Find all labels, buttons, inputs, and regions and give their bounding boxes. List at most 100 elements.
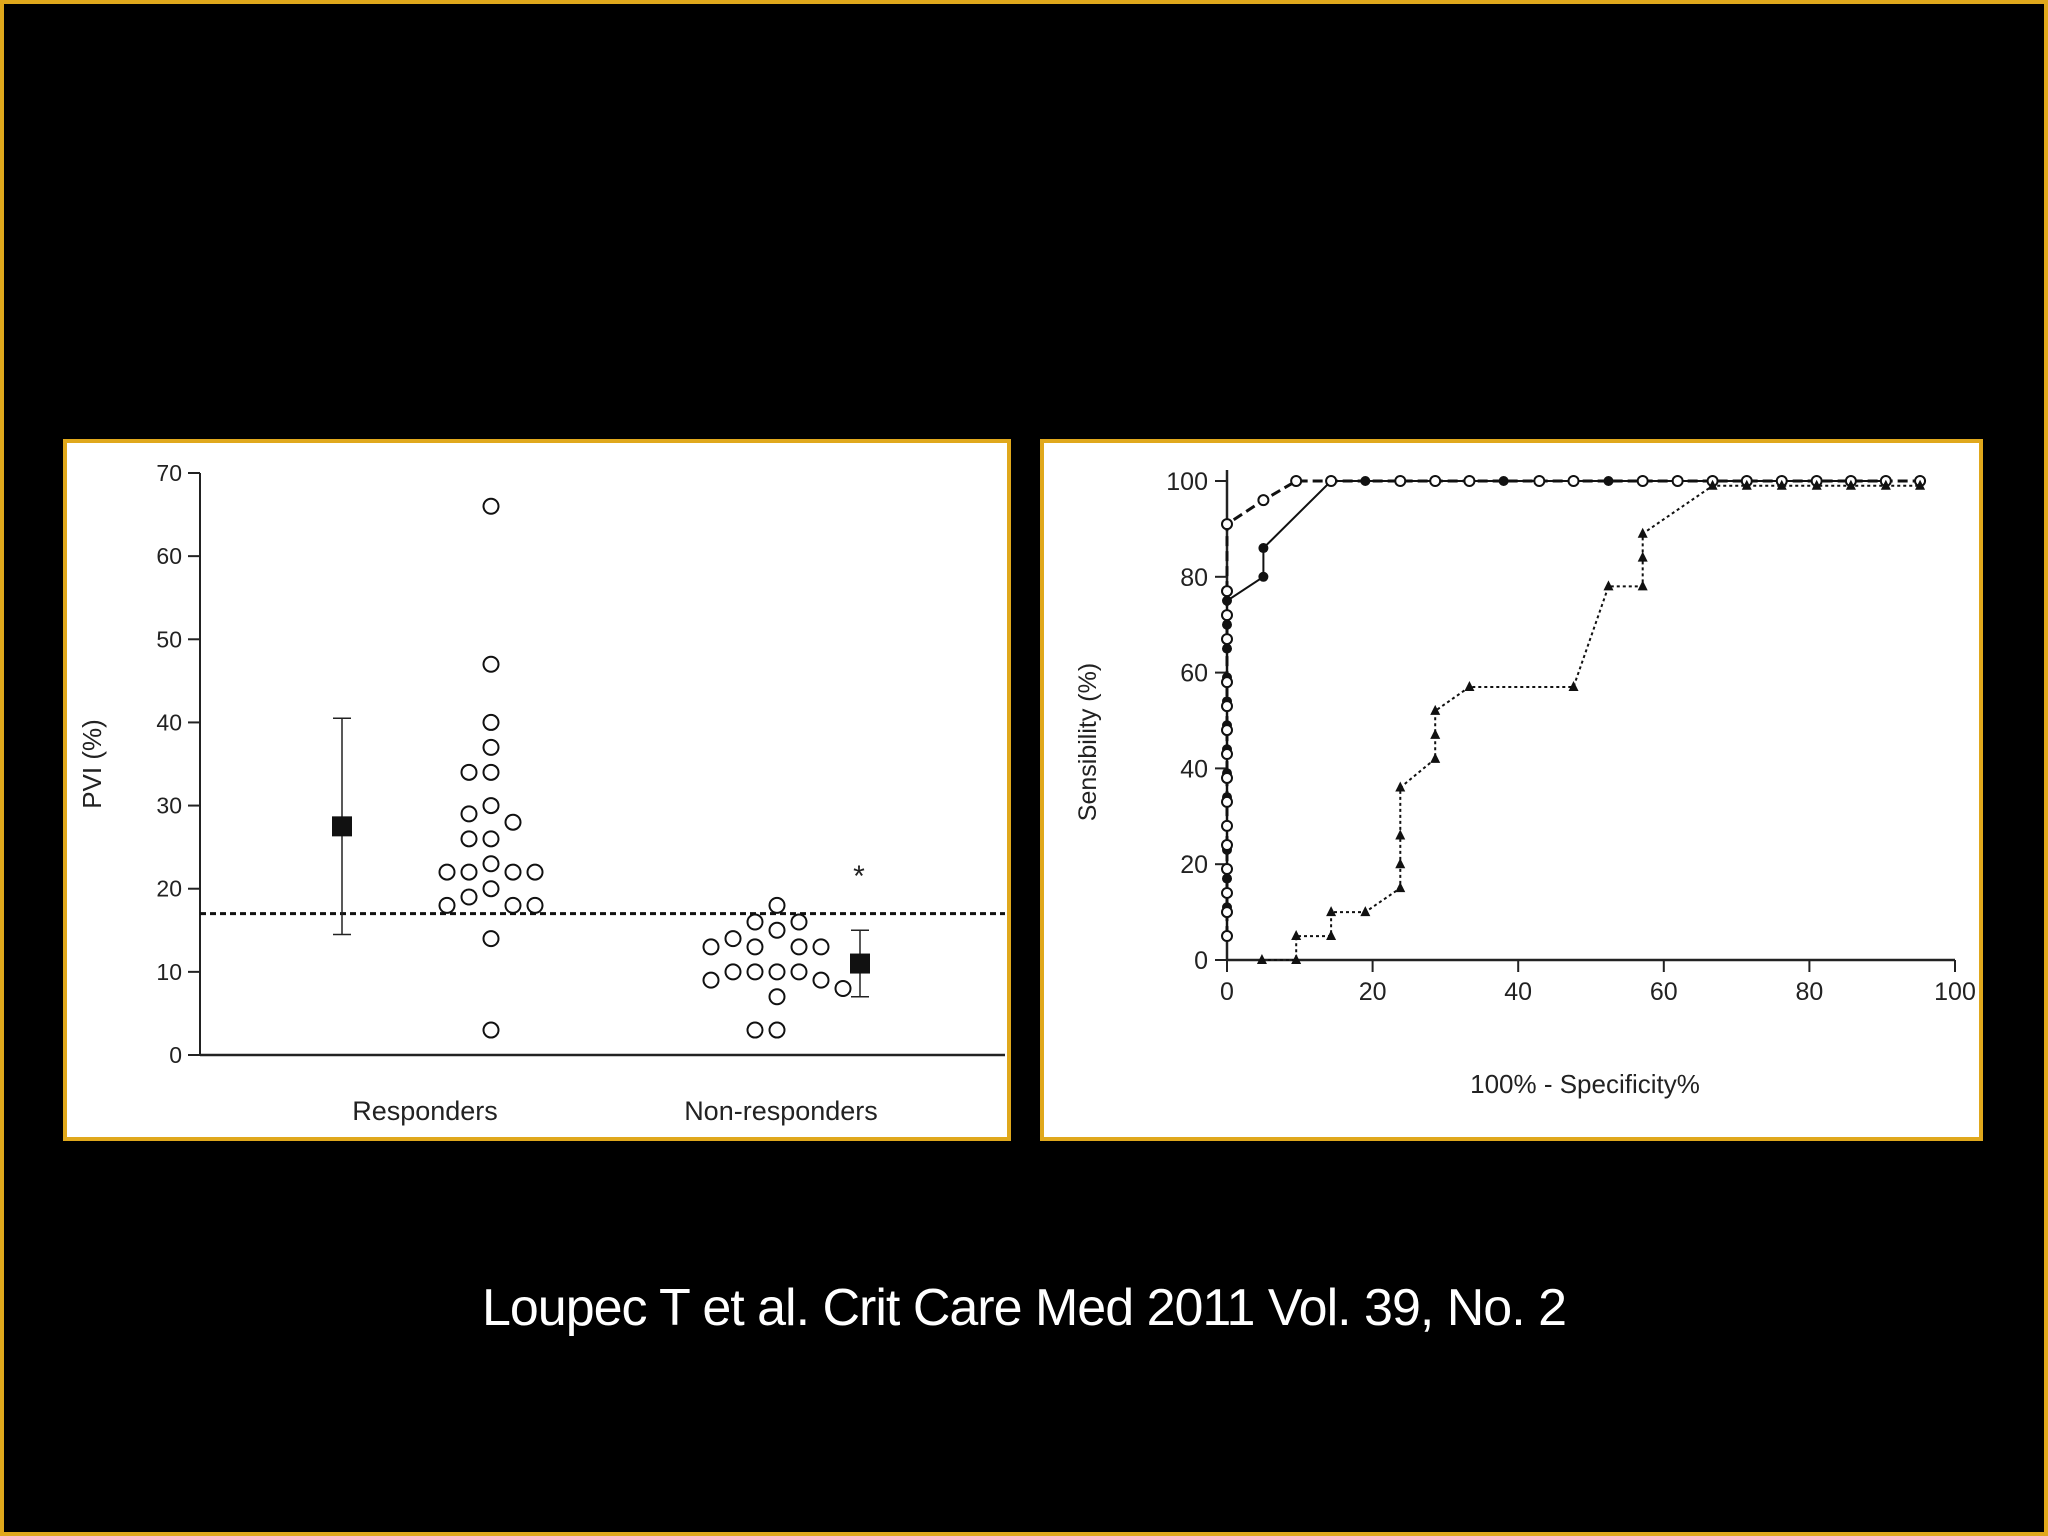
- roc-point: [1498, 476, 1509, 486]
- data-point: [768, 921, 786, 939]
- roc-series: [1221, 475, 1927, 964]
- roc-point: [1671, 475, 1684, 487]
- pvi-y-axis-label: PVI (%): [77, 719, 107, 809]
- y-tick-label: 30: [156, 793, 182, 819]
- data-point: [438, 863, 456, 881]
- roc-point: [1222, 619, 1232, 630]
- roc-point: [1567, 475, 1580, 487]
- data-point: [526, 863, 544, 881]
- roc-point: [1221, 518, 1233, 531]
- x-tick-label: 20: [1359, 978, 1387, 1006]
- data-point: [724, 963, 742, 981]
- roc-point: [1221, 819, 1233, 832]
- roc-series-2: [1221, 475, 1927, 943]
- data-point: [702, 938, 720, 956]
- data-point: [482, 855, 500, 873]
- data-point: [482, 930, 500, 948]
- pvi-summary: [332, 717, 870, 998]
- roc-point: [1394, 475, 1407, 487]
- pvi-dot-plot-panel: 0 10 20 30 40 50 60 70 PVI (%) * Responders Non-…: [63, 439, 1011, 1141]
- roc-point: [1221, 906, 1233, 919]
- roc-point: [1256, 954, 1267, 964]
- roc-point: [1395, 781, 1406, 792]
- data-point: [504, 863, 522, 881]
- data-point: [482, 738, 500, 756]
- roc-point: [1258, 571, 1269, 582]
- roc-point: [1395, 882, 1406, 893]
- roc-series-3: [1256, 479, 1926, 964]
- roc-point: [1880, 479, 1891, 490]
- y-tick-label: 10: [156, 959, 182, 985]
- roc-point: [1221, 795, 1233, 808]
- data-point: [460, 863, 478, 881]
- data-point: [460, 888, 478, 906]
- y-tick-label: 0: [169, 1042, 182, 1068]
- x-tick-label: 60: [1650, 978, 1678, 1006]
- pvi-dot-plot: 0 10 20 30 40 50 60 70 PVI (%) * Responders Non-…: [77, 460, 1005, 1126]
- roc-point: [1221, 886, 1233, 899]
- roc-point: [1637, 580, 1648, 591]
- citation: Loupec T et al. Crit Care Med 2011 Vol. …: [481, 1279, 1567, 1337]
- data-point: [746, 963, 764, 981]
- mean-marker: [850, 953, 870, 974]
- roc-point: [1429, 475, 1442, 487]
- data-point: [812, 971, 830, 989]
- roc-point: [1360, 906, 1371, 917]
- data-point: [768, 1021, 786, 1039]
- data-point: [790, 938, 808, 956]
- roc-point: [1221, 700, 1233, 713]
- data-point: [790, 913, 808, 931]
- data-point: [768, 963, 786, 981]
- roc-point: [1430, 752, 1441, 763]
- roc-point: [1845, 479, 1856, 490]
- roc-point: [1221, 930, 1233, 943]
- y-tick-label: 40: [156, 709, 182, 735]
- y-tick-label: 60: [156, 543, 182, 569]
- roc-x-axis-label: 100% - Specificity%: [1470, 1069, 1700, 1099]
- roc-point: [1741, 479, 1752, 490]
- data-point: [724, 930, 742, 948]
- roc-point: [1258, 543, 1269, 554]
- x-category-label: Responders: [352, 1096, 498, 1126]
- roc-point: [1707, 479, 1718, 490]
- roc-point: [1221, 748, 1233, 761]
- roc-point: [1395, 858, 1406, 869]
- data-point: [504, 813, 522, 831]
- data-point: [746, 1021, 764, 1039]
- data-point: [482, 713, 500, 731]
- x-tick-label: 100: [1934, 978, 1976, 1006]
- roc-point: [1811, 479, 1822, 490]
- x-category-label: Non-responders: [684, 1096, 878, 1126]
- y-tick-label: 0: [1194, 947, 1208, 975]
- roc-point: [1326, 930, 1337, 941]
- significance-marker: *: [853, 860, 865, 893]
- data-point: [790, 963, 808, 981]
- data-point: [482, 497, 500, 515]
- roc-line: [1226, 480, 1886, 937]
- roc-point: [1291, 930, 1302, 941]
- data-point: [768, 896, 786, 914]
- roc-line: [1261, 484, 1921, 961]
- x-tick-label: 0: [1220, 978, 1234, 1006]
- roc-point: [1776, 479, 1787, 490]
- data-point: [504, 896, 522, 914]
- roc-curve-panel: 0 20 40 60 80 100 0 20 40 60 80 100 Sensibility (%…: [1040, 439, 1983, 1141]
- data-point: [482, 763, 500, 781]
- data-point: [746, 913, 764, 931]
- roc-point: [1291, 954, 1302, 964]
- roc-point: [1221, 676, 1233, 689]
- y-tick-label: 60: [1180, 660, 1208, 688]
- data-point: [482, 1021, 500, 1039]
- y-tick-label: 40: [1180, 755, 1208, 783]
- data-point: [460, 805, 478, 823]
- data-point: [526, 896, 544, 914]
- roc-point: [1915, 479, 1926, 490]
- data-point: [746, 938, 764, 956]
- y-tick-label: 70: [156, 460, 182, 486]
- roc-point: [1325, 475, 1338, 487]
- roc-point: [1221, 862, 1233, 875]
- data-point: [702, 971, 720, 989]
- y-tick-label: 100: [1166, 468, 1208, 496]
- roc-y-axis-label: Sensibility (%): [1074, 663, 1102, 821]
- roc-x-ticks: 0 20 40 60 80 100: [1220, 960, 1976, 1006]
